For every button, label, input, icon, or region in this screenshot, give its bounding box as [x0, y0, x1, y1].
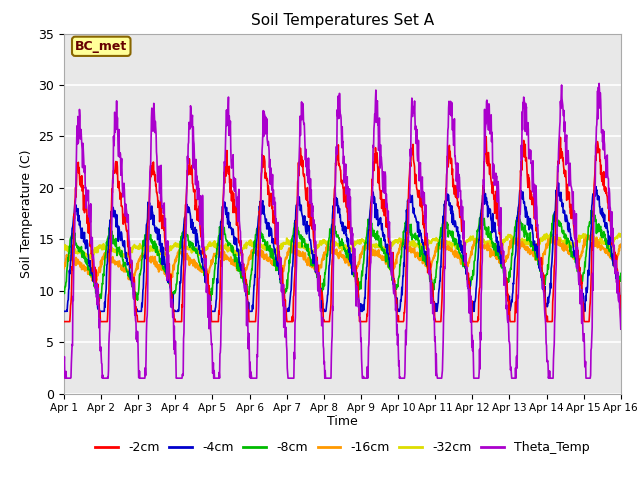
Title: Soil Temperatures Set A: Soil Temperatures Set A — [251, 13, 434, 28]
Legend: -2cm, -4cm, -8cm, -16cm, -32cm, Theta_Temp: -2cm, -4cm, -8cm, -16cm, -32cm, Theta_Te… — [90, 436, 595, 459]
Y-axis label: Soil Temperature (C): Soil Temperature (C) — [20, 149, 33, 278]
Text: BC_met: BC_met — [75, 40, 127, 53]
X-axis label: Time: Time — [327, 415, 358, 428]
